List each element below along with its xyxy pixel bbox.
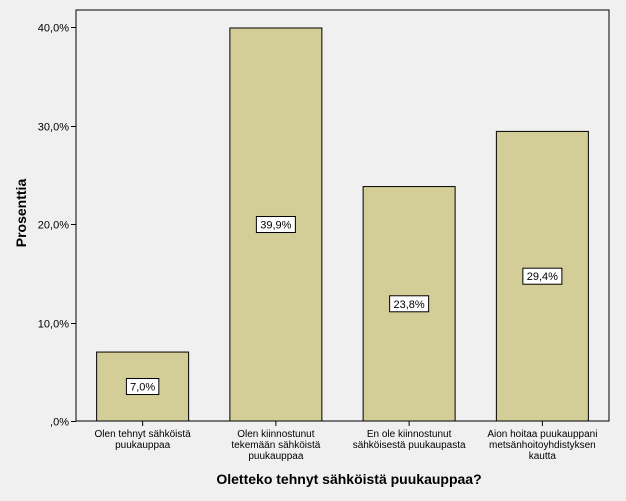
x-tick-label: Olen tehnyt sähköistä puukauppaa [95, 429, 192, 451]
y-tick-label: 30,0% [38, 122, 69, 134]
svg-text:7,0%: 7,0% [130, 382, 155, 394]
x-tick-label: Olen kiinnostunut tekemään sähköistä puuka… [231, 429, 320, 462]
y-tick-label: 20,0% [38, 220, 69, 232]
axes-layer [71, 9, 610, 426]
x-tick-label: En ole kiinnostunut sähköisestä puukaupas… [353, 429, 466, 451]
y-tick-label: ,0% [50, 417, 69, 429]
plot-frame [75, 9, 610, 422]
data-label: 7,0% [125, 378, 160, 396]
svg-text:39,9%: 39,9% [260, 219, 291, 231]
y-axis-title: Prosenttia [13, 179, 29, 248]
y-tick-label: 10,0% [38, 319, 69, 331]
labels-layer: ,0% 10,0% 20,0% 30,0% 40,0% Olen tehnyt sähkö… [38, 23, 598, 463]
svg-text:29,4%: 29,4% [527, 271, 558, 283]
x-axis-title: Oletteko tehnyt sähköistä puukauppaa? [216, 471, 481, 487]
data-label: 29,4% [522, 267, 563, 285]
x-tick-label: Aion hoitaa puukauppani metsänhoitoyhdist… [487, 429, 597, 462]
y-tick-label: 40,0% [38, 23, 69, 35]
data-label: 39,9% [255, 215, 296, 233]
svg-text:23,8%: 23,8% [394, 299, 425, 311]
data-label: 23,8% [389, 295, 430, 313]
